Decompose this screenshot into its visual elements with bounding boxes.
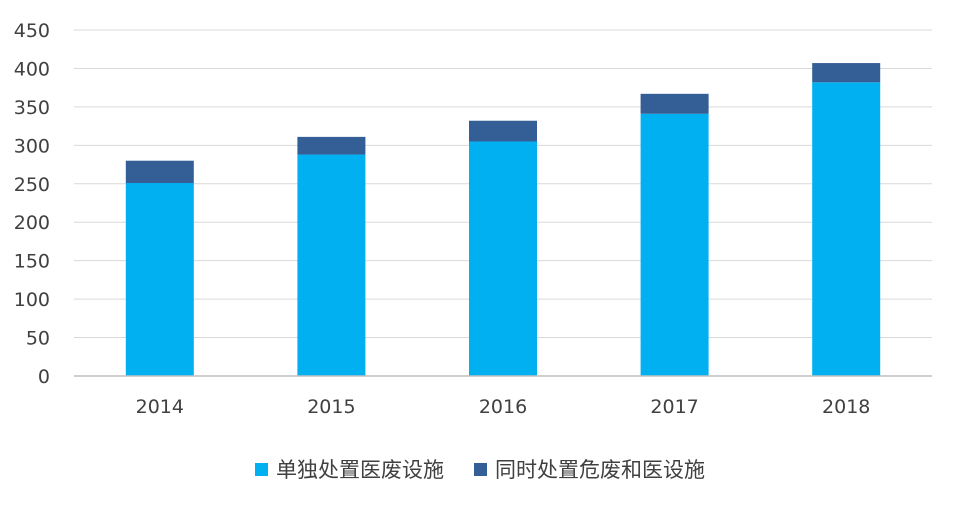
- bar-series-2: [469, 120, 537, 142]
- legend-label-series-1: 单独处置医废设施: [276, 458, 444, 482]
- y-tick-label: 0: [38, 366, 50, 388]
- y-tick-label: 350: [14, 97, 50, 119]
- y-tick-label: 200: [14, 212, 50, 234]
- bar-series-2: [812, 63, 881, 83]
- bar-series-2: [640, 93, 709, 114]
- y-tick-label: 250: [14, 174, 50, 196]
- x-tick-label: 2016: [479, 396, 527, 418]
- y-tick-label: 400: [14, 58, 50, 80]
- legend-swatch-series-2: [474, 462, 487, 476]
- axes: 0 50 100 150 200 250 300 350 400 450 2014 2015 2016 2…: [14, 20, 932, 418]
- bar-series-2: [125, 160, 194, 184]
- bar-series-2: [297, 136, 366, 155]
- bar-series-1: [640, 113, 709, 376]
- x-tick-label: 2015: [307, 396, 355, 418]
- x-tick-label: 2014: [136, 396, 184, 418]
- y-tick-label: 300: [14, 135, 50, 157]
- x-tick-label: 2018: [822, 396, 870, 418]
- y-tick-label: 100: [14, 289, 50, 311]
- bar-series-1: [125, 183, 194, 376]
- legend-label-series-2: 同时处置危废和医设施: [495, 458, 705, 482]
- bar-series-1: [297, 154, 366, 376]
- bar-series-1: [469, 141, 537, 376]
- legend: 单独处置医废设施 同时处置危废和医设施: [0, 452, 960, 486]
- y-tick-label: 150: [14, 251, 50, 273]
- y-tick-label: 50: [26, 328, 50, 350]
- legend-swatch-series-1: [255, 462, 268, 476]
- y-tick-label: 450: [14, 20, 50, 42]
- stacked-bar-chart: 0 50 100 150 200 250 300 350 400 450 2014 2015 2016 2…: [14, 20, 932, 418]
- bar-series-1: [812, 82, 881, 376]
- x-tick-label: 2017: [650, 396, 698, 418]
- legend-item-series-1: 单独处置医废设施: [255, 454, 444, 484]
- bars: [125, 63, 881, 376]
- legend-item-series-2: 同时处置危废和医设施: [474, 454, 705, 484]
